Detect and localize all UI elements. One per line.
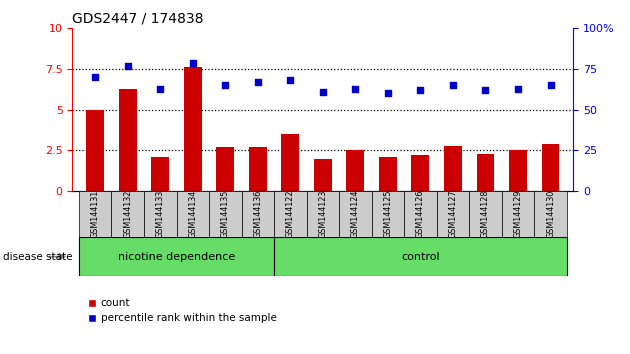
Text: control: control (401, 252, 440, 262)
Text: nicotine dependence: nicotine dependence (118, 252, 235, 262)
Text: GSM144129: GSM144129 (513, 190, 522, 239)
Bar (476, 154, 495, 191)
Point (546, 82, 556, 88)
Bar (534, 191, 567, 237)
Point (123, 63, 133, 69)
Bar (314, 159, 332, 191)
Bar (274, 191, 307, 237)
Text: GSM144134: GSM144134 (188, 190, 197, 238)
Bar (346, 150, 364, 191)
Text: GSM144123: GSM144123 (318, 190, 328, 238)
Text: GSM144131: GSM144131 (91, 190, 100, 238)
Text: GSM144124: GSM144124 (351, 190, 360, 238)
Bar (79, 237, 274, 276)
Point (448, 82, 458, 88)
Text: GSM144136: GSM144136 (253, 190, 262, 238)
Point (253, 79, 263, 85)
Bar (112, 191, 144, 237)
Point (513, 86, 523, 91)
Bar (119, 88, 137, 191)
Bar (372, 191, 404, 237)
Bar (86, 110, 104, 191)
Point (415, 87, 425, 93)
Bar (509, 150, 527, 191)
Bar (176, 191, 209, 237)
Text: disease state: disease state (3, 252, 72, 262)
Bar (379, 157, 397, 191)
Bar (404, 191, 437, 237)
Text: GSM144133: GSM144133 (156, 190, 165, 238)
Bar (241, 191, 274, 237)
Bar (216, 147, 234, 191)
Bar (274, 237, 567, 276)
Text: GSM144132: GSM144132 (123, 190, 132, 238)
Point (318, 89, 328, 95)
Text: GSM144127: GSM144127 (449, 190, 457, 239)
Bar (144, 191, 176, 237)
Point (481, 87, 491, 93)
Point (90, 74, 100, 80)
Bar (184, 67, 202, 191)
Point (383, 91, 393, 96)
Bar (469, 191, 501, 237)
Bar (249, 147, 266, 191)
Text: GSM144135: GSM144135 (220, 190, 230, 238)
Bar (444, 145, 462, 191)
Text: GSM144122: GSM144122 (286, 190, 295, 239)
Bar (437, 191, 469, 237)
Bar (339, 191, 372, 237)
Bar (209, 191, 241, 237)
Text: GDS2447 / 174838: GDS2447 / 174838 (72, 12, 204, 26)
Text: GSM144130: GSM144130 (546, 190, 555, 238)
Bar (411, 155, 430, 191)
Text: GSM144128: GSM144128 (481, 190, 490, 238)
Point (155, 86, 165, 91)
Point (350, 86, 360, 91)
Bar (282, 134, 299, 191)
Text: GSM144126: GSM144126 (416, 190, 425, 238)
Legend: count, percentile rank within the sample: count, percentile rank within the sample (84, 294, 281, 327)
Point (188, 60, 198, 65)
Bar (542, 144, 559, 191)
Bar (151, 157, 169, 191)
Bar (501, 191, 534, 237)
Bar (307, 191, 339, 237)
Point (220, 82, 231, 88)
Bar (79, 191, 112, 237)
Point (285, 78, 295, 83)
Text: GSM144125: GSM144125 (384, 190, 392, 239)
